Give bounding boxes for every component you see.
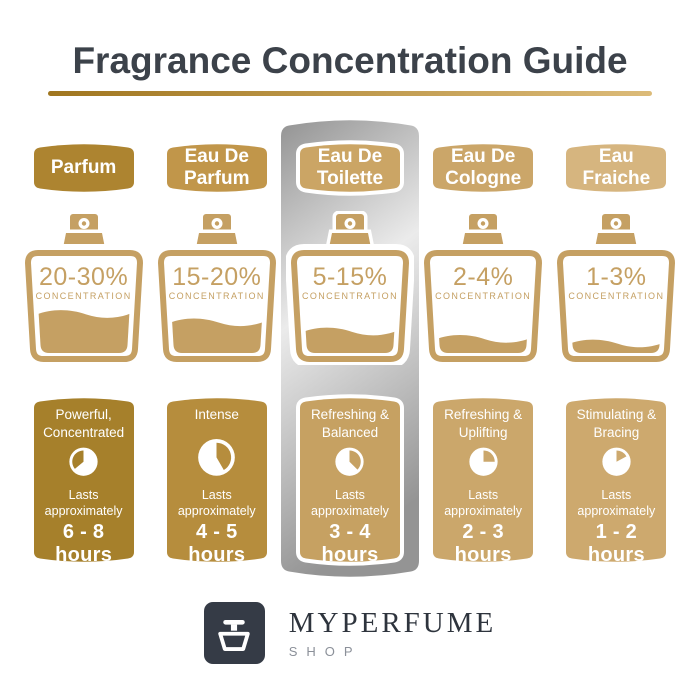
card-duration: 3 - 4 hours: [321, 521, 379, 566]
concentration-value: 2-4%: [452, 263, 514, 291]
liquid-fill: [435, 335, 532, 353]
perfume-bottle-icon: 1-3% CONCENTRATION: [552, 211, 681, 365]
concentration-value: 20-30%: [39, 263, 129, 291]
perfume-bottle-icon: 2-4% CONCENTRATION: [419, 211, 548, 365]
columns-row: Parfum 20-30% CONCENTRATION: [17, 138, 683, 578]
card-lasts-label: Lasts approximately: [577, 487, 656, 518]
brand-subtitle: SHOP: [288, 643, 362, 659]
page-title: Fragrance Concentration Guide: [72, 40, 628, 81]
card-lasts-label: Lasts approximately: [177, 487, 256, 518]
banner-eau-de-parfum: Eau De Parfum: [161, 134, 273, 202]
card-eau-de-toilette: Refreshing & Balanced Lasts approximatel…: [294, 389, 406, 571]
duration-clock-icon: [602, 447, 631, 476]
banner-label: Eau Fraiche: [582, 145, 651, 189]
column-eau-de-parfum: Eau De Parfum 15-20% CONCENTRATION: [150, 138, 283, 578]
banner-label: Eau De Parfum: [184, 145, 250, 189]
card-eau-de-parfum: Intense Lasts approximately 4 - 5 hours: [161, 389, 273, 571]
column-eau-fraiche: Eau Fraiche 1-3% CONCENTRATION: [550, 138, 683, 578]
concentration-label: CONCENTRATION: [568, 291, 665, 302]
card-duration: 6 - 8 hours: [55, 521, 113, 566]
banner-label: Eau De Cologne: [445, 145, 522, 189]
card-lasts-label: Lasts approximately: [444, 487, 523, 518]
concentration-value: 15-20%: [172, 263, 262, 291]
card-parfum: Powerful, Concentrated Lasts approximate…: [28, 389, 140, 571]
liquid-fill: [568, 339, 665, 353]
banner-label: Eau De Toilette: [316, 145, 384, 189]
liquid-fill: [301, 327, 398, 353]
perfume-bottle-icon: 20-30% CONCENTRATION: [19, 211, 148, 365]
liquid-fill: [35, 310, 132, 353]
concentration-label: CONCENTRATION: [168, 291, 265, 302]
banner-parfum: Parfum: [28, 134, 140, 202]
title-underline: [48, 91, 652, 96]
card-duration: 4 - 5 hours: [188, 521, 246, 566]
card-description: Refreshing & Uplifting: [444, 407, 523, 440]
card-duration: 2 - 3 hours: [454, 521, 512, 566]
perfume-bottle-icon: 5-15% CONCENTRATION: [285, 211, 414, 365]
duration-clock-icon: [69, 447, 98, 476]
banner-eau-de-cologne: Eau De Cologne: [427, 134, 539, 202]
duration-clock-icon: [469, 447, 498, 476]
concentration-value: 5-15%: [312, 263, 388, 291]
card-lasts-label: Lasts approximately: [44, 487, 123, 518]
brand-name: MYPERFUME: [288, 606, 497, 639]
banner-label: Parfum: [50, 156, 117, 178]
column-eau-de-cologne: Eau De Cologne 2-4% CONCENTRATION: [417, 138, 550, 578]
concentration-label: CONCENTRATION: [435, 291, 532, 302]
card-description: Stimulating & Bracing: [576, 407, 657, 440]
concentration-value: 1-3%: [586, 263, 647, 291]
logo-mark: [203, 602, 265, 664]
liquid-fill: [168, 318, 265, 353]
card-description: Powerful, Concentrated: [43, 407, 125, 440]
concentration-label: CONCENTRATION: [35, 291, 132, 302]
card-description: Intense: [194, 407, 239, 422]
perfume-bottle-icon: 15-20% CONCENTRATION: [152, 211, 281, 365]
concentration-label: CONCENTRATION: [301, 291, 398, 302]
card-eau-fraiche: Stimulating & Bracing Lasts approximatel…: [560, 389, 672, 571]
duration-clock-icon: [198, 438, 236, 476]
card-lasts-label: Lasts approximately: [311, 487, 389, 518]
banner-eau-fraiche: Eau Fraiche: [560, 134, 672, 202]
perfume-bottle-logo-icon: [218, 619, 250, 652]
duration-clock-icon: [335, 447, 365, 476]
card-eau-de-cologne: Refreshing & Uplifting Lasts approximate…: [427, 389, 539, 571]
card-duration: 1 - 2 hours: [587, 521, 645, 566]
banner-eau-de-toilette: Eau De Toilette: [294, 134, 406, 202]
brand-footer: MYPERFUME SHOP: [0, 602, 700, 664]
card-description: Refreshing & Balanced: [310, 407, 389, 440]
column-parfum: Parfum 20-30% CONCENTRATION: [17, 138, 150, 578]
column-eau-de-toilette: Eau De Toilette 5-15% CONCENTRATION: [283, 138, 416, 578]
